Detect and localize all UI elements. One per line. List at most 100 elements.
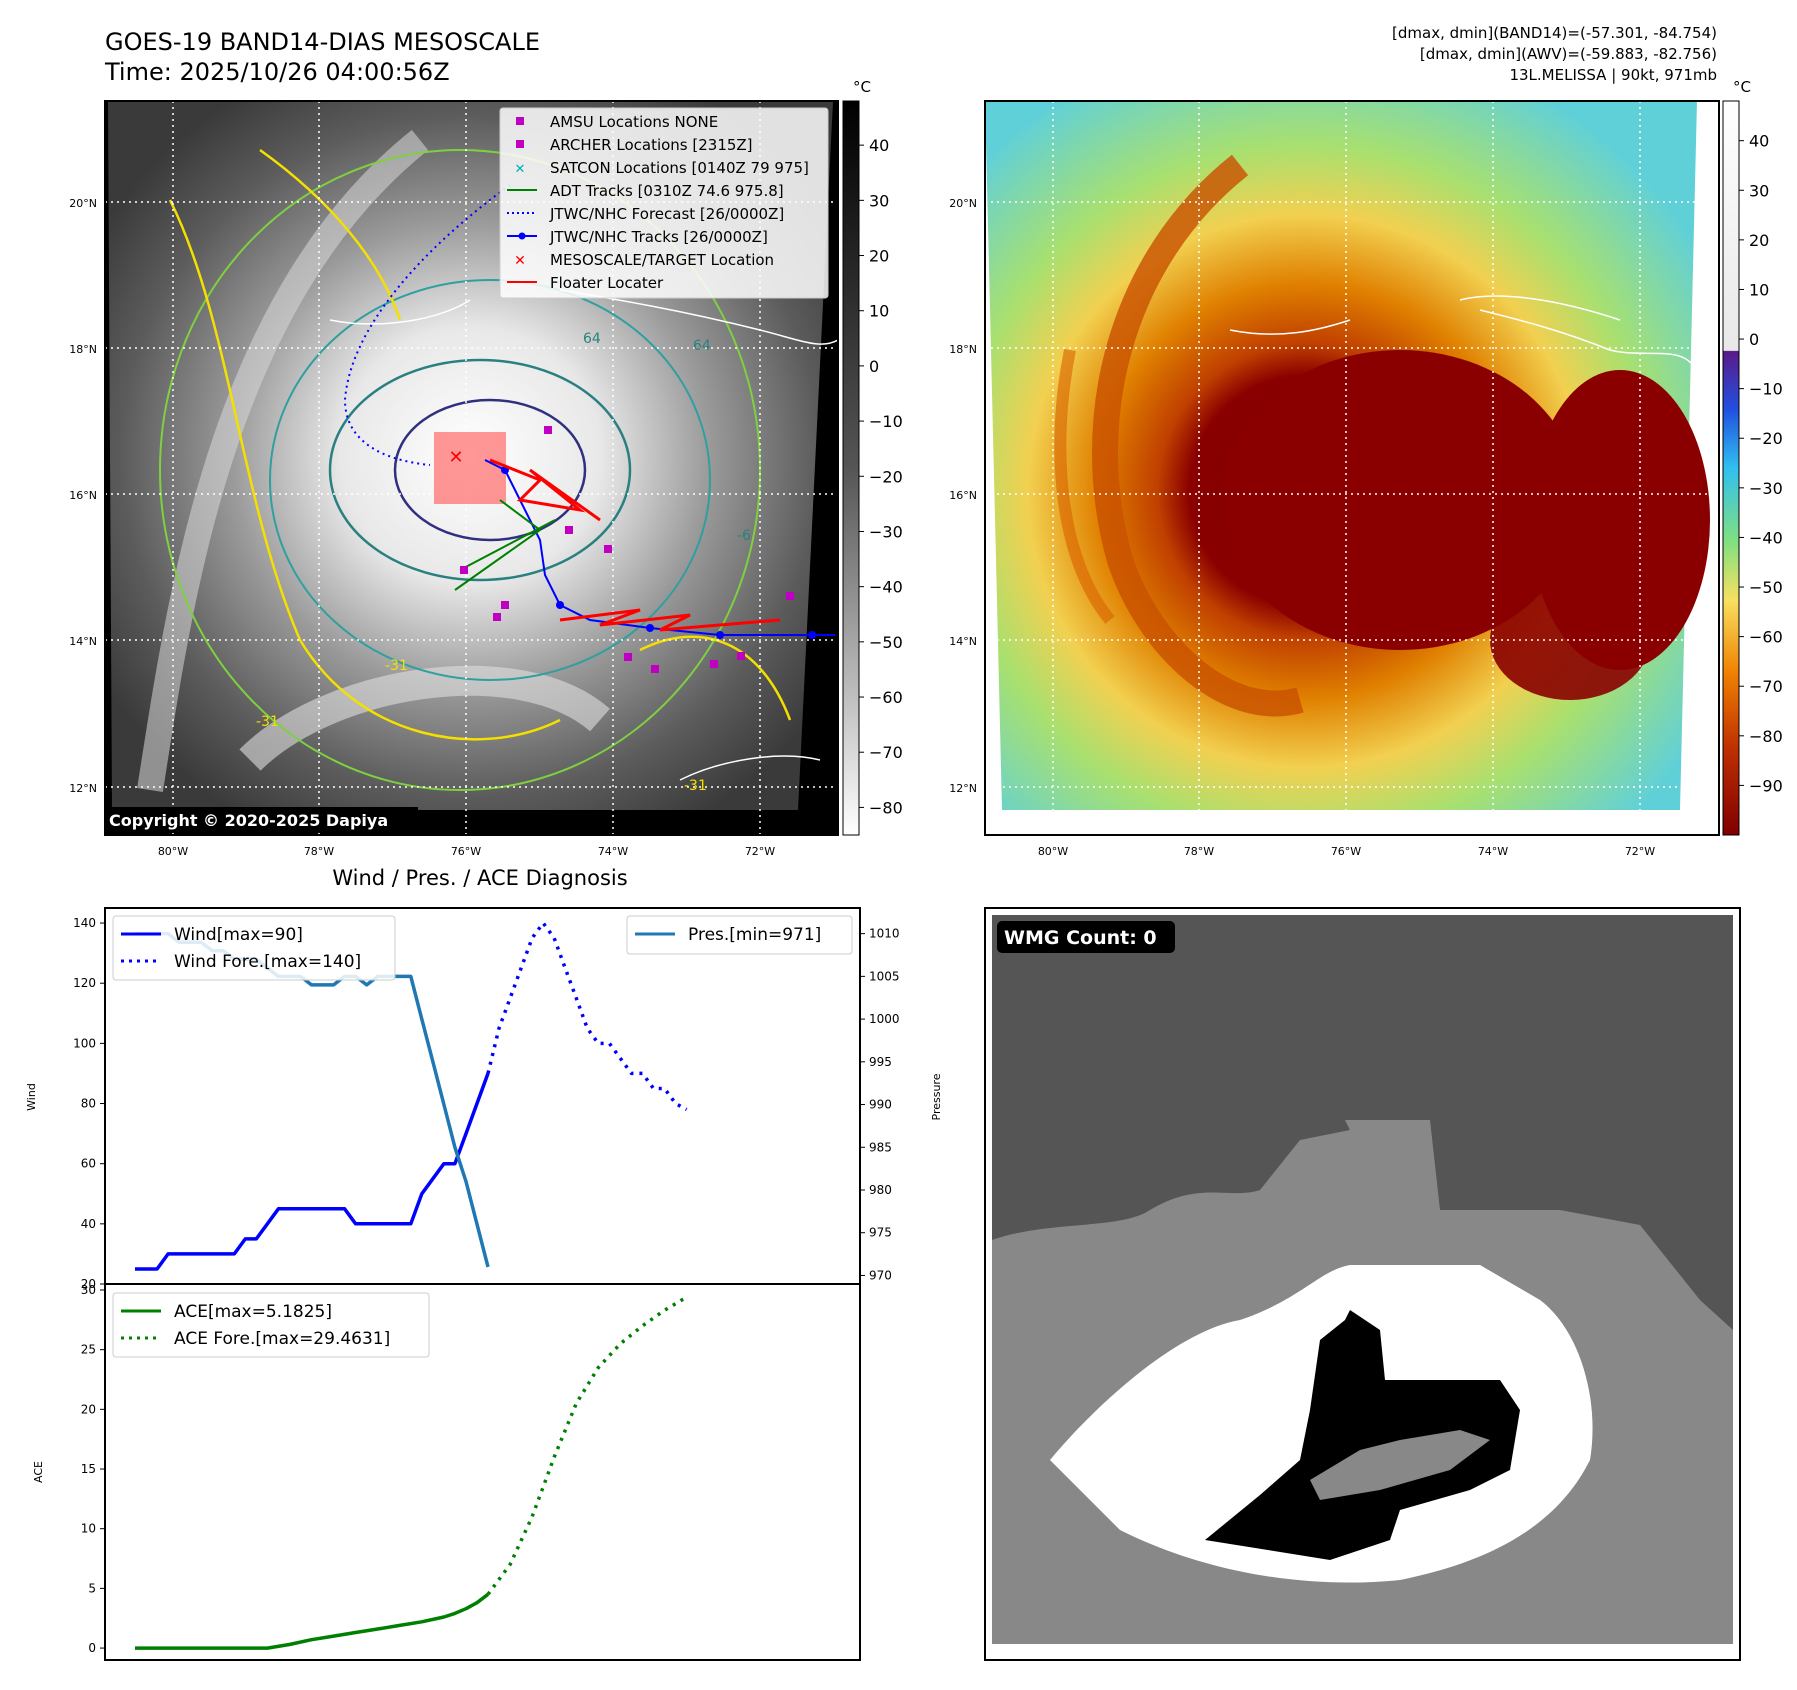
series-pres-min-971-	[135, 931, 490, 1268]
lon-label: 74°W	[1478, 845, 1508, 858]
colorbar-tick-label: 10	[869, 302, 889, 321]
pressure-axis-label: Pressure	[930, 1073, 943, 1120]
y-tick-label: 10	[81, 1522, 96, 1536]
legend-ace-label: ACE[max=5.1825]	[174, 1302, 332, 1322]
colorbar-tick-label: −10	[1749, 380, 1783, 399]
legend-label: ADT Tracks [0310Z 74.6 975.8]	[550, 182, 784, 200]
figure-title-line2: Time: 2025/10/26 04:00:56Z	[104, 58, 450, 86]
colorbar-tick-label: 10	[1749, 280, 1769, 299]
diagnosis-title: Wind / Pres. / ACE Diagnosis	[332, 866, 627, 890]
legend-pressure-label: Pres.[min=971]	[688, 925, 821, 945]
copyright-box	[105, 807, 418, 833]
contour-inner	[328, 358, 632, 582]
colorbar-gray: °C 40 30 20 10 0 −10 −20 −30 −40 −50 −60 −70 −80	[842, 78, 903, 836]
contour-core	[393, 398, 587, 542]
colorbar-tick-label: 40	[1749, 132, 1769, 151]
wind-legend-box	[112, 915, 396, 981]
colorbar-tick-label: −80	[1749, 727, 1783, 746]
y-tick-label-right: 985	[869, 1140, 892, 1154]
map2-frame	[984, 100, 1720, 836]
y-tick-label-right: 995	[869, 1055, 892, 1069]
floater-locater-box	[434, 432, 506, 504]
colorbar-tick-label: −60	[869, 688, 903, 707]
y-tick-label-right: 1005	[869, 969, 900, 983]
legend-marker-archer	[516, 140, 524, 148]
adt-track	[454, 499, 556, 591]
map1-frame	[104, 100, 839, 836]
wind-legend: Wind[max=90] Wind Fore.[max=140]	[112, 915, 396, 981]
y-tick-label: 20	[81, 1402, 96, 1416]
lon-label: 74°W	[598, 845, 628, 858]
contour-mid	[269, 279, 711, 681]
contour-label: -31	[385, 658, 408, 674]
legend-marker-mesoscale: ✕	[514, 253, 526, 269]
contour-label: -6	[737, 528, 751, 544]
colorbar-tick-label: −90	[1749, 776, 1783, 795]
y-tick-label-right: 1000	[869, 1012, 900, 1026]
map1-lon-labels: 80°W 78°W 76°W 74°W 72°W	[158, 845, 775, 858]
colorbar-tick-label: −20	[869, 467, 903, 486]
colorbar-tick-label: −80	[869, 798, 903, 817]
legend-ace-fore-label: ACE Fore.[max=29.4631]	[174, 1329, 390, 1349]
colorbar-gray-bar	[842, 100, 860, 836]
colorbar-unit: °C	[853, 78, 871, 96]
ace-plot-frame	[104, 1283, 861, 1661]
map1-lat-labels: 20°N 18°N 16°N 14°N 12°N	[69, 197, 97, 795]
colorbar-tick-label: 0	[1749, 330, 1759, 349]
series-ace-max-5-1825-	[135, 1592, 490, 1650]
colorbar-tick-label: −10	[869, 412, 903, 431]
legend-wind-label: Wind[max=90]	[174, 925, 303, 945]
y-tick-label-right: 970	[869, 1268, 892, 1282]
y-tick-label-right: 1010	[869, 927, 900, 941]
wmg-core-gray	[1310, 1430, 1490, 1500]
ace-legend-box	[112, 1292, 430, 1358]
wmg-count-label: WMG Count: 0	[1004, 927, 1157, 949]
archer-locations	[460, 426, 794, 673]
colorbar-color: °C 40 30 20 10 0 −10 −20 −30 −40 −50 −60 −70 −80 −90	[1722, 78, 1783, 836]
floater-locater-track	[489, 458, 781, 632]
lon-label: 78°W	[304, 845, 334, 858]
ace-chart: ACE 30 25 20 15 10 5 0 ACE[max=5.1825] ACE For…	[32, 1283, 861, 1661]
legend-label: ARCHER Locations [2315Z]	[550, 136, 753, 154]
lat-label: 20°N	[949, 197, 977, 210]
contour-yellow-a	[168, 199, 561, 741]
y-tick-label: 25	[81, 1343, 96, 1357]
legend-wind-fore-label: Wind Fore.[max=140]	[174, 952, 361, 972]
legend-label: Floater Locater	[550, 274, 664, 292]
ir-map-panel: ✕ 64 64 -6 -31 -31 -31 AMSU Locations NO…	[69, 100, 839, 858]
legend-label: AMSU Locations NONE	[550, 113, 718, 131]
contour-label: 64	[693, 338, 711, 354]
colorbar-tick-label: −40	[1749, 528, 1783, 547]
color-coastline-north	[1459, 295, 1621, 321]
coastline-jamaica	[329, 299, 471, 325]
lon-label: 76°W	[1331, 845, 1361, 858]
color-coastline-jamaica	[1229, 319, 1351, 335]
y-tick-label: 40	[81, 1217, 96, 1231]
colorbar-tick-label: −30	[1749, 479, 1783, 498]
contour-label: -31	[256, 714, 279, 730]
legend-label: JTWC/NHC Tracks [26/0000Z]	[549, 228, 768, 246]
legend-box	[499, 107, 829, 299]
y-tick-label: 20	[81, 1277, 96, 1291]
map-legend: AMSU Locations NONE ARCHER Locations [23…	[499, 107, 829, 299]
y-tick-label-right: 980	[869, 1183, 892, 1197]
colorbar-tick-label: −60	[1749, 628, 1783, 647]
color-central-dense-overcast	[1220, 350, 1580, 650]
copyright-text: Copyright © 2020-2025 Dapiya	[109, 811, 388, 830]
track-point	[808, 631, 816, 639]
mesoscale-target-marker: ✕	[448, 447, 463, 468]
coastline-south-america	[679, 755, 821, 781]
legend-marker-satcon: ✕	[515, 162, 526, 177]
lat-label: 18°N	[69, 343, 97, 356]
lon-label: 80°W	[1038, 845, 1068, 858]
figure-title-line1: GOES-19 BAND14-DIAS MESOSCALE	[105, 28, 540, 56]
y-tick-label: 120	[73, 976, 96, 990]
contour-yellow-b	[259, 148, 402, 321]
colorbar-tick-label: −30	[869, 522, 903, 541]
y-tick-label: 140	[73, 916, 96, 930]
jtwc-best-track	[484, 459, 835, 636]
y-tick-label: 0	[88, 1641, 96, 1655]
y-tick-label: 30	[81, 1283, 96, 1297]
series-wind-fore-max-140-	[486, 921, 688, 1112]
